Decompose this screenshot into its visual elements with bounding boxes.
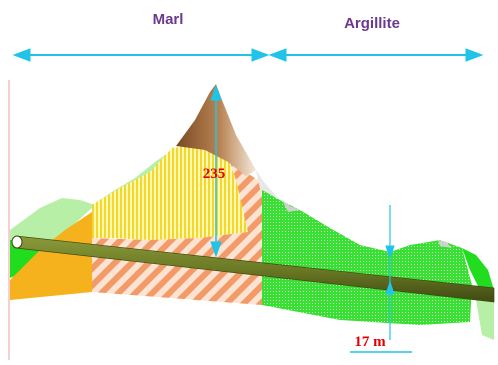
- marl-zone-arrow: [12, 48, 270, 62]
- light-green-stratum-left: [10, 198, 95, 250]
- argillite-zone-arrow: [268, 48, 484, 62]
- marl-orange-stratum: [10, 212, 92, 300]
- peak-cover-value: 235: [203, 166, 226, 182]
- marl-zone-label: Marl: [153, 11, 184, 28]
- light-green-stratum-right: [476, 295, 494, 340]
- argillite-zone-label: Argillite: [344, 15, 400, 32]
- yellow-striped-stratum: [92, 145, 248, 240]
- tunnel-offset-dimension: [350, 205, 412, 353]
- tunnel-offset-value: 17 m: [354, 334, 386, 350]
- tunnel: [11, 235, 495, 303]
- grey-rock-right: [282, 200, 300, 212]
- peak-light-shading: [256, 170, 276, 196]
- grey-rock-far-right: [438, 240, 452, 248]
- strata: [10, 84, 494, 340]
- peak-cover-dimension-arrow: [210, 84, 222, 258]
